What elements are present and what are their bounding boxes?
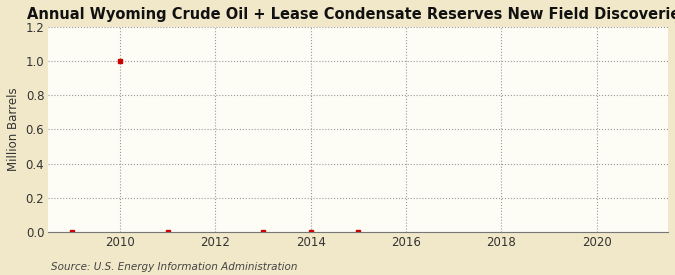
Y-axis label: Million Barrels: Million Barrels — [7, 88, 20, 171]
Text: Source: U.S. Energy Information Administration: Source: U.S. Energy Information Administ… — [51, 262, 297, 272]
Title: Annual Wyoming Crude Oil + Lease Condensate Reserves New Field Discoveries: Annual Wyoming Crude Oil + Lease Condens… — [27, 7, 675, 22]
